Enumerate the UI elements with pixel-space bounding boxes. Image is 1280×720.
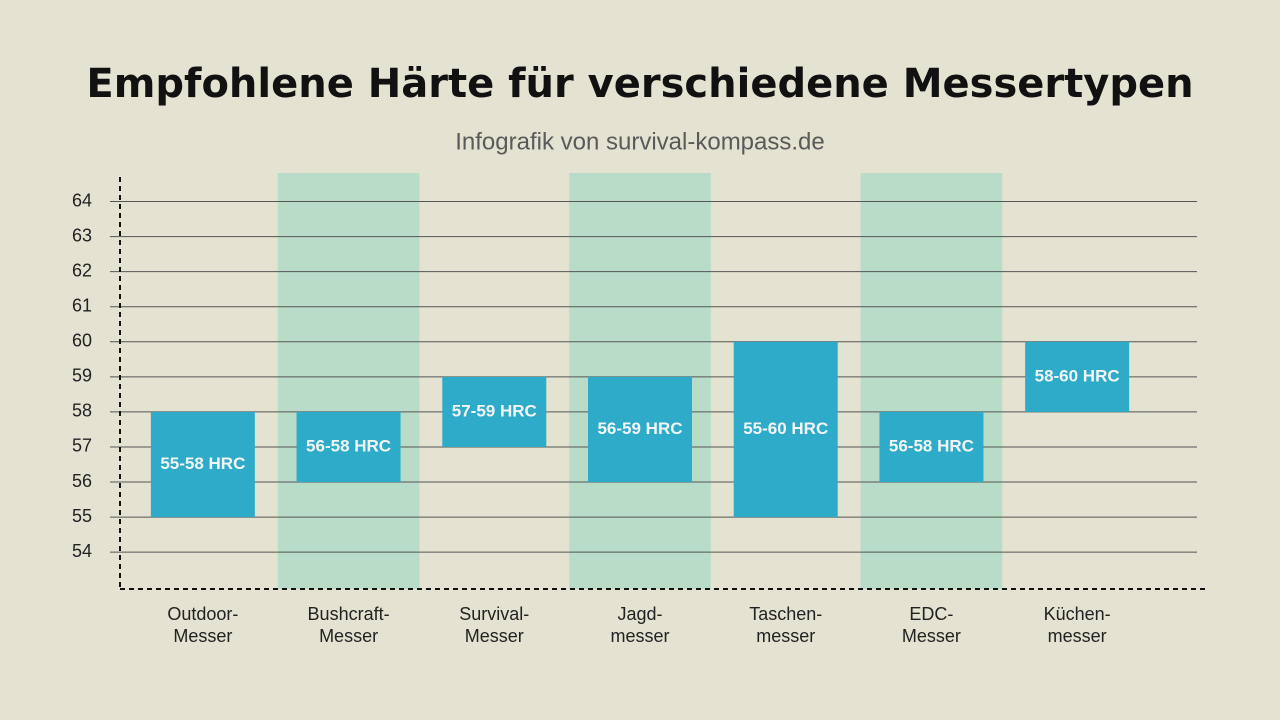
value-label: 55-58 HRC <box>160 454 245 473</box>
column-band <box>860 173 1003 589</box>
x-tick-label: Taschen- <box>749 604 822 624</box>
value-label: 57-59 HRC <box>452 401 537 420</box>
y-tick-label: 56 <box>72 471 92 491</box>
x-tick-label: Messer <box>465 626 524 646</box>
y-tick-label: 62 <box>72 260 92 280</box>
value-label: 58-60 HRC <box>1035 366 1120 385</box>
x-tick-label: EDC- <box>909 604 953 624</box>
column-band <box>277 173 420 589</box>
bar <box>150 411 255 518</box>
x-tick-label: Messer <box>902 626 961 646</box>
value-label: 56-58 HRC <box>889 436 974 455</box>
y-tick-label: 58 <box>72 401 92 421</box>
y-tick-label: 59 <box>72 366 92 386</box>
value-label: 55-60 HRC <box>743 419 828 438</box>
y-tick-label: 64 <box>72 190 92 210</box>
chart-subtitle: Infografik von survival-kompass.de <box>455 128 825 155</box>
x-tick-label: Outdoor- <box>167 604 238 624</box>
x-tick-label: messer <box>610 626 669 646</box>
bar <box>879 411 984 483</box>
y-tick-label: 54 <box>72 541 92 561</box>
x-tick-label: Bushcraft- <box>308 604 390 624</box>
x-tick-label: messer <box>1048 626 1107 646</box>
y-tick-label: 57 <box>72 436 92 456</box>
bar <box>1025 341 1130 412</box>
y-tick-label: 61 <box>72 295 92 315</box>
y-tick-label: 55 <box>72 506 92 526</box>
y-tick-label: 60 <box>72 331 92 351</box>
bar <box>588 376 692 483</box>
x-tick-label: messer <box>756 626 815 646</box>
value-label: 56-58 HRC <box>306 436 391 455</box>
bar <box>296 411 401 483</box>
chart-title: Empfohlene Härte für verschiedene Messer… <box>86 61 1193 107</box>
bar <box>442 376 547 447</box>
x-tick-label: Jagd- <box>617 604 662 624</box>
value-label: 56-59 HRC <box>597 419 682 438</box>
bar <box>733 341 838 518</box>
y-tick-label: 63 <box>72 225 92 245</box>
x-tick-label: Messer <box>173 626 232 646</box>
x-tick-label: Messer <box>319 626 378 646</box>
x-tick-label: Küchen- <box>1044 604 1111 624</box>
x-tick-label: Survival- <box>459 604 529 624</box>
